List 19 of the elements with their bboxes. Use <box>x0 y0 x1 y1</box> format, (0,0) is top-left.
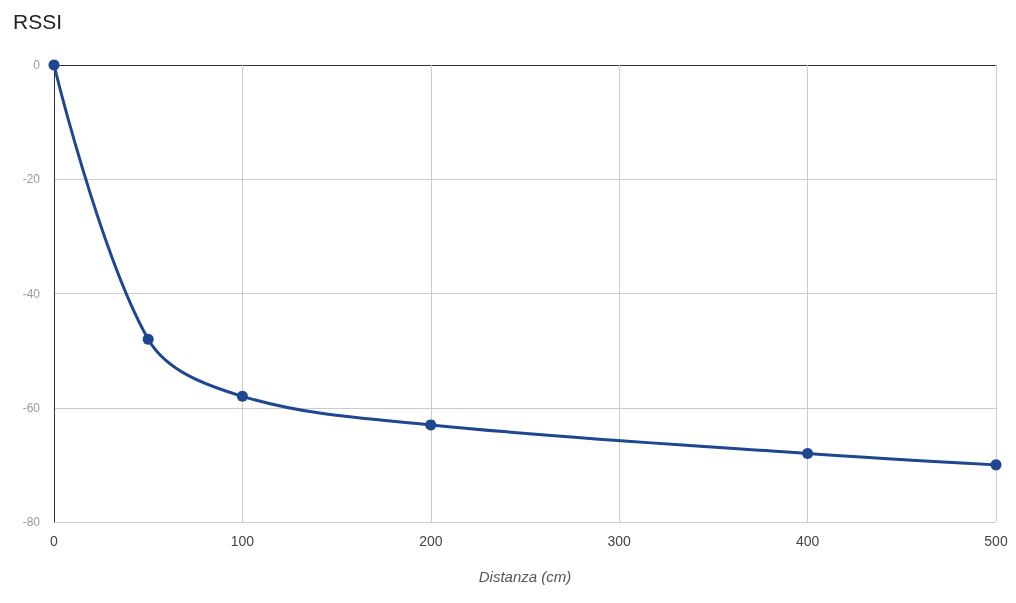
y-tick-label: -80 <box>22 515 41 529</box>
x-tick-label: 100 <box>230 533 255 549</box>
point <box>236 390 248 402</box>
x-axis-title: Distanza (cm) <box>478 568 572 585</box>
x-tick-label: 0 <box>50 533 59 549</box>
point <box>802 447 814 459</box>
y-tick-label: -60 <box>22 400 41 415</box>
chart-title: RSSI <box>13 10 63 33</box>
y-tick-label: 0 <box>33 58 41 72</box>
point <box>425 419 437 431</box>
point <box>990 459 1002 471</box>
point <box>48 59 60 71</box>
y-tick-label: -20 <box>22 172 41 187</box>
point <box>142 333 154 345</box>
y-tick-label: -40 <box>22 286 41 301</box>
x-tick-label: 500 <box>984 533 1008 549</box>
x-tick-label: 200 <box>419 533 443 549</box>
x-tick-label: 400 <box>795 533 820 549</box>
x-tick-label: 300 <box>607 533 632 549</box>
